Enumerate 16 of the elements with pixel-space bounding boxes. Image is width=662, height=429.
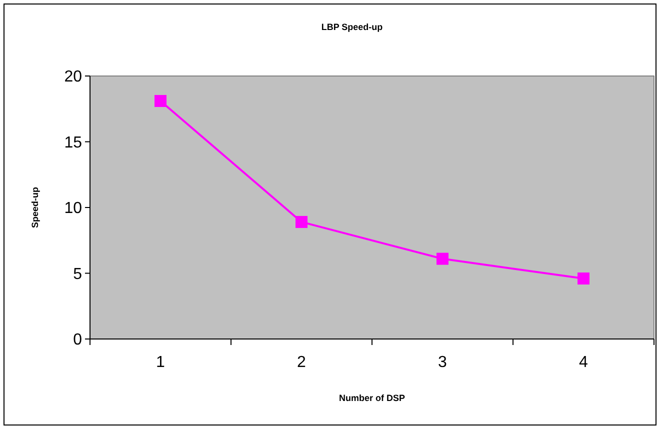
x-tick-label: 3 <box>438 354 448 371</box>
point <box>436 252 448 265</box>
point <box>154 94 166 107</box>
x-axis-title: Number of DSP <box>338 393 406 403</box>
x-tick-label: 2 <box>297 354 306 371</box>
point <box>578 272 590 285</box>
x-tick-label: 4 <box>579 354 588 371</box>
y-tick-label: 10 <box>64 200 82 218</box>
point <box>296 216 308 228</box>
chart-title: LBP Speed-up <box>321 22 384 32</box>
y-tick-label: 15 <box>64 134 82 152</box>
x-tick-label: 1 <box>156 354 166 371</box>
y-tick-label: 20 <box>64 68 82 86</box>
y-tick-label: 5 <box>73 266 82 283</box>
y-tick-label: 0 <box>73 332 82 349</box>
y-axis-title: Speed-up <box>30 186 40 228</box>
